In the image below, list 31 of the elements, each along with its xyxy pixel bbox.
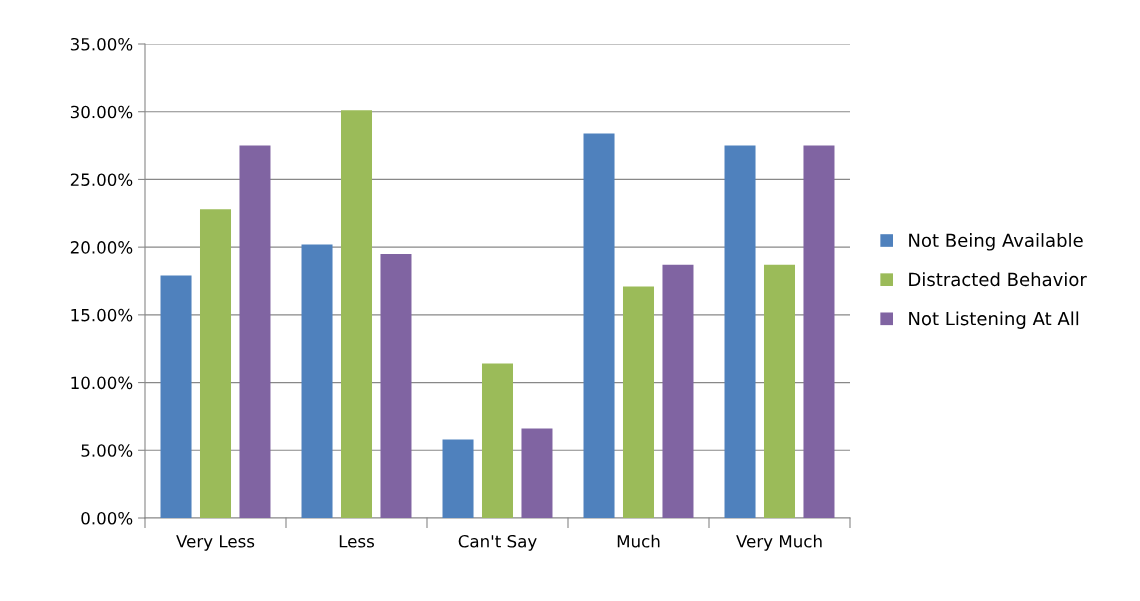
bar <box>803 145 835 518</box>
legend-label: Not Being Available <box>909 233 1083 251</box>
y-tick-label: 10.00% <box>71 376 133 390</box>
bar <box>380 253 412 518</box>
bar <box>442 439 474 518</box>
bar <box>160 275 192 518</box>
y-tick-label: 5.00% <box>81 444 133 457</box>
x-tick-label: Much <box>617 534 660 548</box>
x-tick-label: Less <box>339 535 374 548</box>
bar <box>340 110 373 518</box>
y-tick-label: 35.00% <box>70 37 133 51</box>
legend-label: Not Listening At All <box>909 311 1079 329</box>
bar <box>301 244 333 518</box>
y-tick-label: 20.00% <box>70 241 133 254</box>
bar <box>481 363 514 518</box>
y-tick-label: 30.00% <box>70 105 133 119</box>
bar <box>763 264 796 518</box>
bar <box>583 133 615 518</box>
bar <box>199 209 232 518</box>
bar <box>521 428 553 518</box>
x-tick-label: Very Less <box>176 535 255 551</box>
x-tick-label: Can't Say <box>458 534 537 551</box>
legend-label: Distracted Behavior <box>909 272 1087 287</box>
y-tick-label: 25.00% <box>70 173 133 186</box>
bar <box>724 145 756 518</box>
y-tick-label: 15.00% <box>71 308 133 322</box>
x-tick-label: Very Much <box>736 534 822 551</box>
y-tick-label: 0.00% <box>81 511 133 525</box>
bar <box>662 264 694 518</box>
bar <box>239 145 271 518</box>
bar <box>622 286 655 518</box>
